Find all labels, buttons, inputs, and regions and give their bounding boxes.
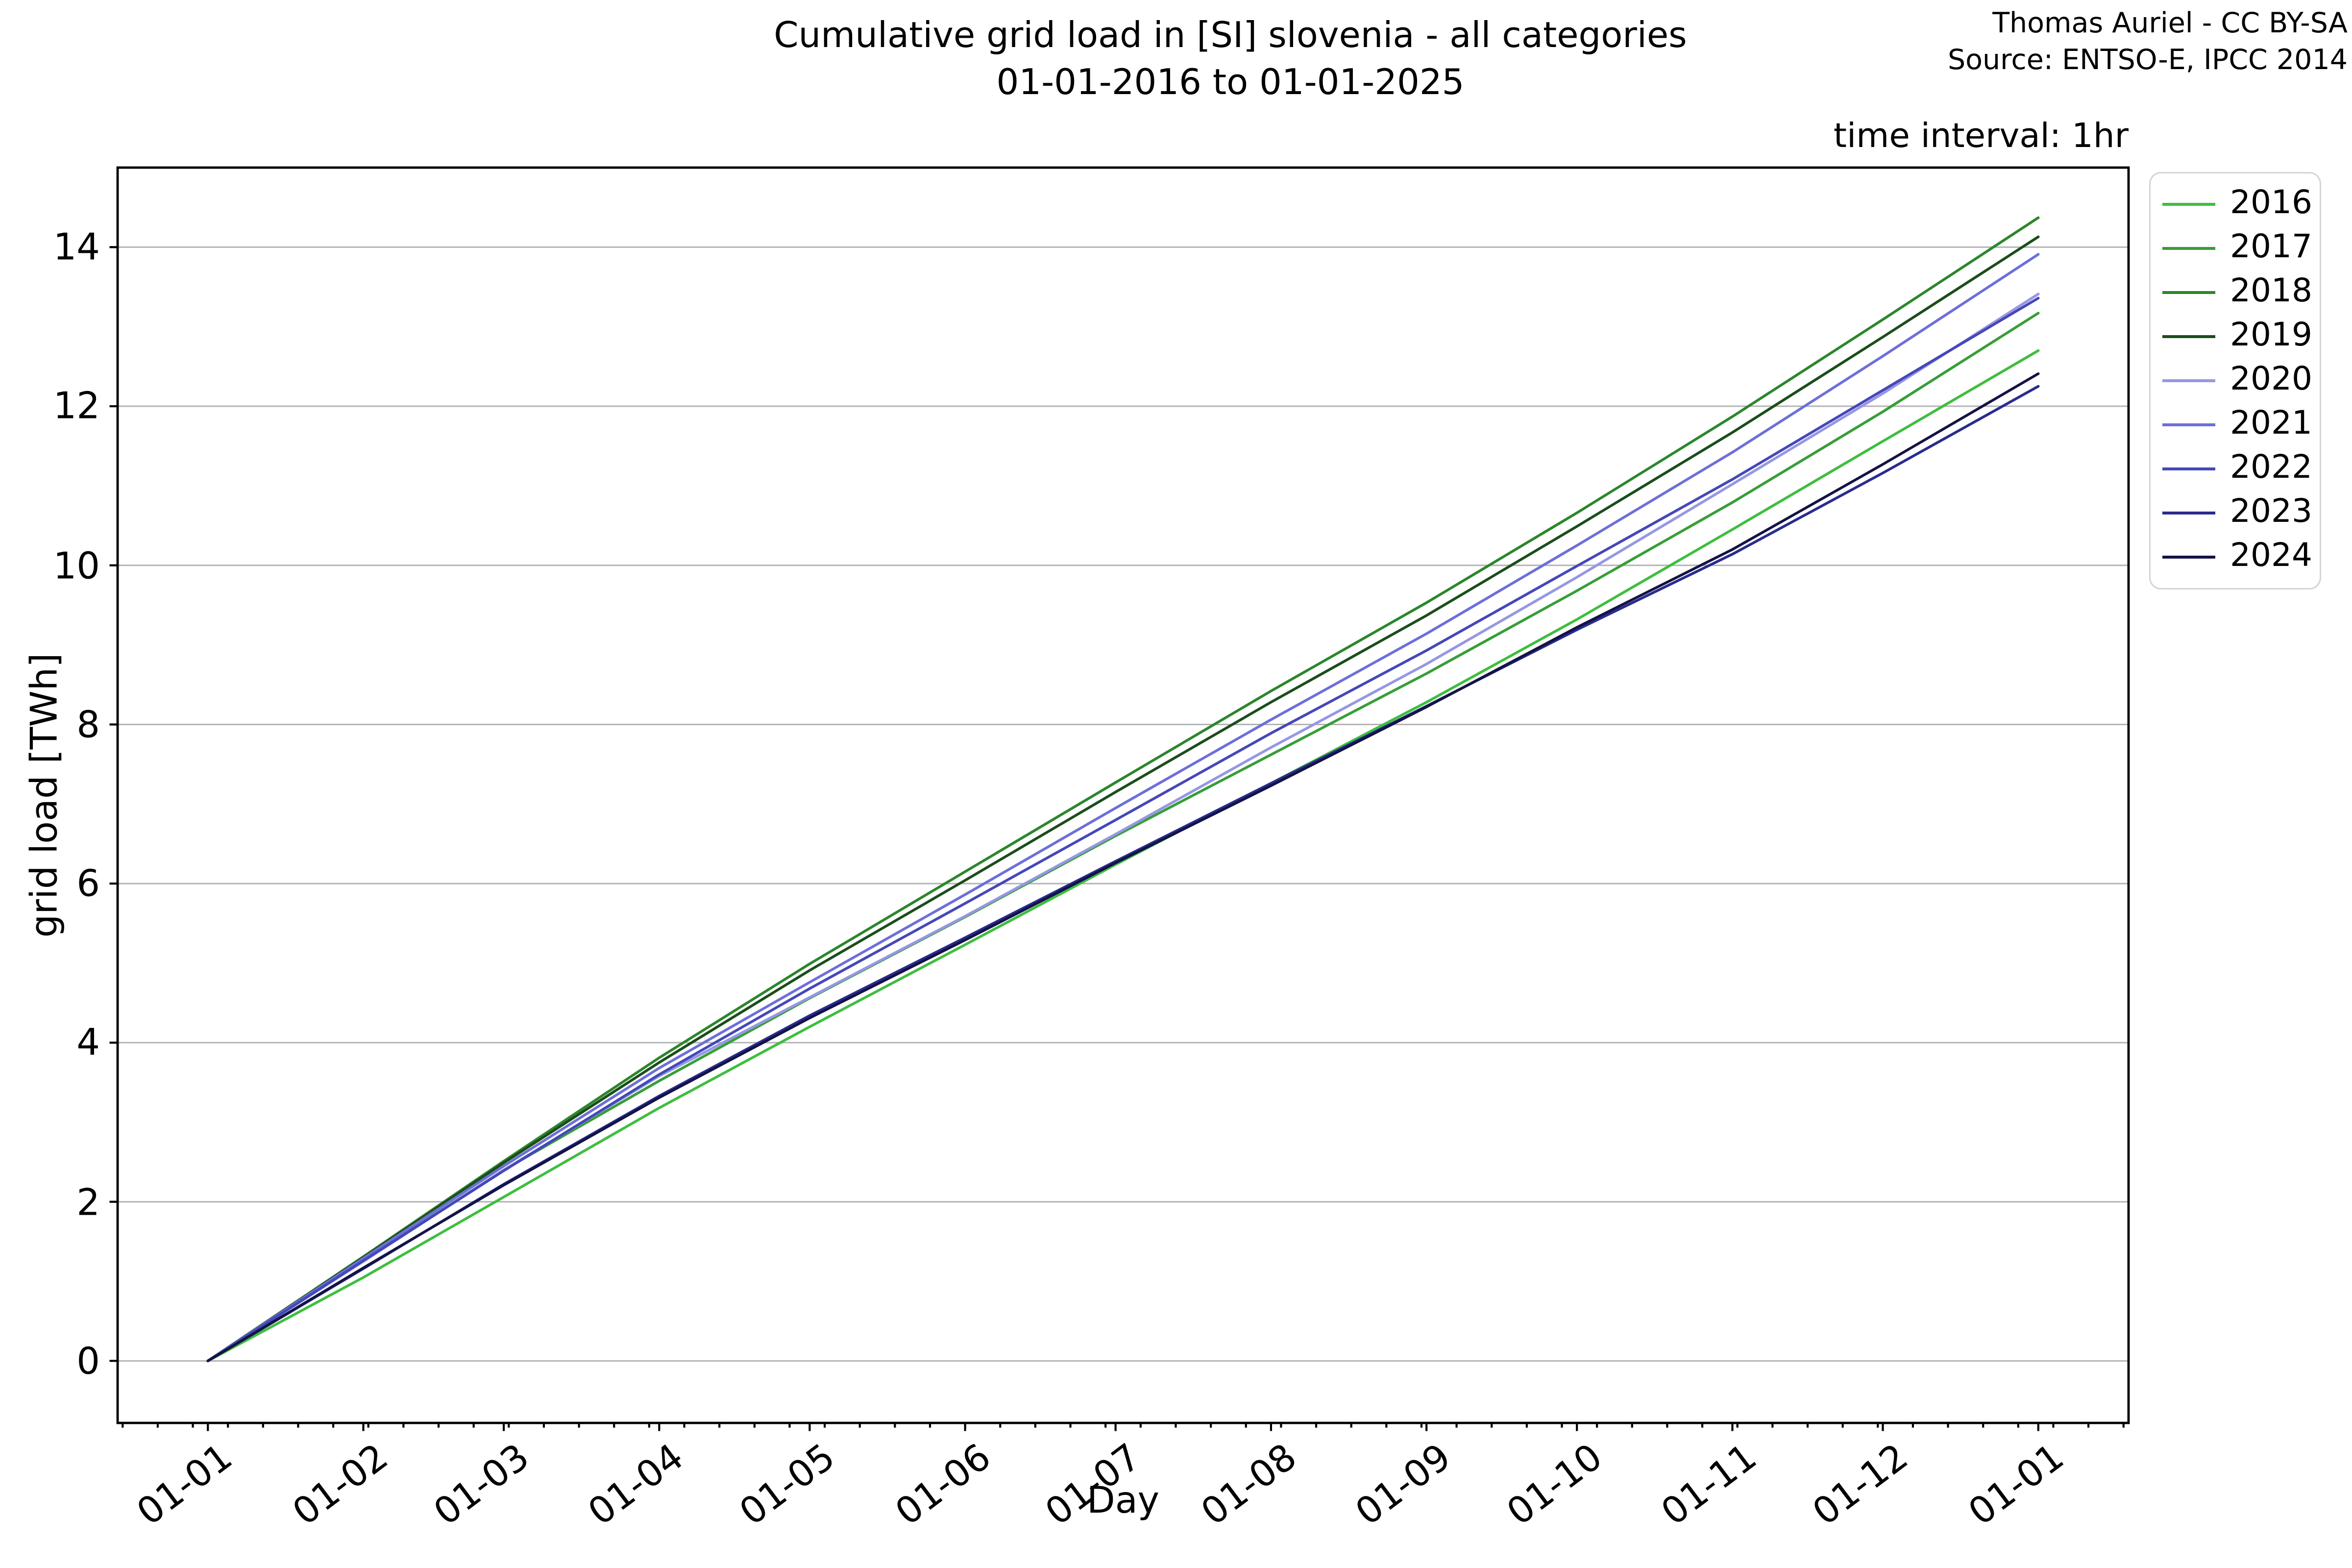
series-line-2018: [206, 216, 2040, 1363]
series-line-2021: [206, 253, 2040, 1363]
series-line-2016: [206, 349, 2040, 1363]
time-interval-note: time interval: 1hr: [1833, 118, 2129, 156]
legend-line-swatch-2024: [2162, 556, 2215, 559]
attribution-source: Source: ENTSO-E, IPCC 2014: [1948, 44, 2348, 77]
attribution: Thomas Auriel - CC BY-SA Source: ENTSO-E…: [1948, 6, 2348, 79]
y-tick-label-2: 2: [76, 1180, 100, 1224]
y-tick-label-14: 14: [53, 225, 100, 269]
legend-label-2018: 2018: [2230, 273, 2312, 310]
axis-ticks: [109, 246, 2125, 1431]
legend-item-2020: 2020: [2162, 360, 2320, 402]
legend-line-swatch-2023: [2162, 512, 2215, 514]
chart-title: Cumulative grid load in [SI] slovenia - …: [109, 12, 2352, 107]
chart-title-line1: Cumulative grid load in [SI] slovenia - …: [774, 15, 1687, 56]
chart-title-line2: 01-01-2016 to 01-01-2025: [996, 62, 1465, 104]
legend-label-2021: 2021: [2230, 406, 2312, 442]
legend-label-2017: 2017: [2230, 229, 2312, 266]
series-line-2020: [206, 293, 2040, 1363]
legend-item-2023: 2023: [2162, 492, 2320, 535]
y-tick-label-4: 4: [76, 1021, 100, 1064]
legend-line-swatch-2017: [2162, 247, 2215, 250]
legend-label-2016: 2016: [2230, 185, 2312, 222]
legend-line-swatch-2019: [2162, 335, 2215, 338]
legend: 2016 2017 2018 2019 2020 2021 2022 2023 2024: [2149, 172, 2321, 589]
legend-label-2022: 2022: [2230, 450, 2312, 487]
legend-line-swatch-2018: [2162, 291, 2215, 294]
legend-label-2020: 2020: [2230, 362, 2312, 398]
legend-item-2017: 2017: [2162, 227, 2320, 270]
attribution-author: Thomas Auriel - CC BY-SA: [1992, 7, 2348, 40]
y-tick-label-12: 12: [53, 385, 100, 428]
legend-label-2019: 2019: [2230, 318, 2312, 354]
legend-line-swatch-2022: [2162, 467, 2215, 470]
legend-item-2021: 2021: [2162, 404, 2320, 446]
legend-item-2022: 2022: [2162, 448, 2320, 490]
y-tick-label-6: 6: [76, 862, 100, 905]
plot-box: [116, 166, 2130, 1424]
y-tick-label-10: 10: [53, 544, 100, 587]
series-line-2024: [206, 372, 2040, 1363]
legend-item-2024: 2024: [2162, 536, 2320, 579]
legend-label-2024: 2024: [2230, 538, 2312, 575]
legend-item-2019: 2019: [2162, 316, 2320, 358]
series-line-2017: [206, 312, 2040, 1363]
series-line-2019: [206, 235, 2040, 1363]
legend-line-swatch-2020: [2162, 379, 2215, 382]
legend-line-swatch-2016: [2162, 203, 2215, 206]
legend-label-2023: 2023: [2230, 494, 2312, 531]
series-lines: [206, 216, 2040, 1363]
x-axis-label: Day: [1086, 1479, 1160, 1521]
y-tick-label-0: 0: [76, 1339, 100, 1382]
legend-item-2018: 2018: [2162, 271, 2320, 314]
y-tick-label-8: 8: [76, 703, 100, 746]
series-line-2022: [206, 296, 2040, 1363]
legend-line-swatch-2021: [2162, 423, 2215, 426]
legend-item-2016: 2016: [2162, 183, 2320, 226]
